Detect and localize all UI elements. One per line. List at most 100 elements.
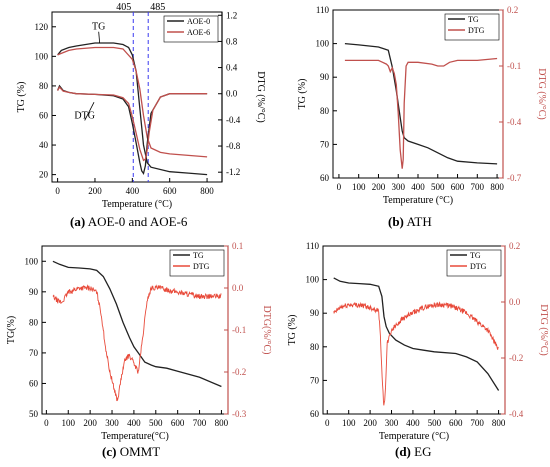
y-left-tick-label: 100 <box>306 275 320 285</box>
caption-letter: (d) <box>395 444 411 459</box>
series-line <box>52 284 222 402</box>
y-left-tick-label: 20 <box>39 170 49 180</box>
x-tick-label: 300 <box>391 182 405 192</box>
x-axis-label: Temperature(°C) <box>101 431 169 442</box>
y-right-tick-label: -0.8 <box>226 141 241 151</box>
x-tick-label: 400 <box>406 418 420 428</box>
legend-label: DTG <box>193 262 210 271</box>
x-tick-label: 100 <box>352 182 366 192</box>
caption-ath: (b) ATH <box>388 214 432 230</box>
x-tick-label: 800 <box>215 418 229 428</box>
y-left-tick-label: 70 <box>310 375 320 385</box>
y-left-tick-label: 70 <box>29 348 39 358</box>
legend-label: AOE-6 <box>187 28 210 37</box>
y-left-axis-label: TG (%) <box>287 315 298 346</box>
caption-text: ATH <box>406 214 432 229</box>
y-left-tick-label: 60 <box>39 110 49 120</box>
x-tick-label: 300 <box>385 418 399 428</box>
y-right-axis-label: DTG (%/°C) <box>536 68 547 120</box>
series-line <box>333 277 500 391</box>
x-tick-label: 700 <box>471 182 485 192</box>
caption-letter: (c) <box>102 444 117 459</box>
x-tick-label: 0 <box>44 418 49 428</box>
x-tick-label: 0 <box>55 186 60 196</box>
annotation-label: DTG <box>74 110 95 121</box>
y-left-tick-label: 80 <box>310 342 320 352</box>
y-left-tick-label: 100 <box>35 51 49 61</box>
legend-label: AOE-0 <box>187 17 210 26</box>
y-right-tick-label: 0.8 <box>226 36 238 46</box>
series-line <box>344 42 498 165</box>
series-line <box>56 84 208 176</box>
series-line <box>57 86 208 162</box>
x-tick-label: 600 <box>163 186 177 196</box>
y-right-tick-label: 0.0 <box>232 283 244 293</box>
x-axis-label: Temperature (°C) <box>102 199 172 210</box>
x-tick-label: 0 <box>325 418 330 428</box>
y-left-tick-label: 70 <box>320 139 330 149</box>
legend-label: TG <box>470 251 481 260</box>
y-right-axis-label: DTG (%/°C) <box>538 304 549 356</box>
y-right-tick-label: -0.3 <box>232 409 247 419</box>
y-right-axis-label: DTG(%/°C) <box>261 306 272 355</box>
x-tick-label: 0 <box>337 182 342 192</box>
y-left-axis-label: TG (%) <box>16 82 27 113</box>
chart-panel-aoe: 0 200 400 600 800 20 40 60 80 100 120 -1.2 -0.8 -0.4 0… <box>0 0 272 238</box>
x-tick-label: 600 <box>171 418 185 428</box>
legend-label: DTG <box>468 26 485 35</box>
caption-ommt: (c) OMMT <box>102 444 160 460</box>
y-right-axis-label: DTG (%/°C) <box>255 71 266 123</box>
caption-letter: (a) <box>70 214 86 229</box>
x-tick-label: 800 <box>490 182 504 192</box>
x-axis-label: Temperature (°C) <box>383 195 453 206</box>
caption-aoe: (a) AOE-0 and AOE-6 <box>70 214 187 230</box>
y-right-tick-label: -1.2 <box>226 167 240 177</box>
annotation-arrow <box>98 31 101 44</box>
y-right-tick-label: -0.2 <box>509 353 523 363</box>
x-tick-label: 700 <box>470 418 484 428</box>
chart-ath: 0 100 200 300 400 500 600 700 800 60 70 80 90 100 110 -… <box>297 5 547 206</box>
series-line <box>57 46 208 158</box>
reference-line-label: 485 <box>150 2 165 13</box>
x-tick-label: 800 <box>200 186 214 196</box>
y-left-tick-label: 110 <box>316 5 330 15</box>
y-right-tick-label: -0.1 <box>507 61 521 71</box>
annotation-arrow <box>84 101 95 121</box>
y-left-tick-label: 80 <box>320 106 330 116</box>
y-right-tick-label: 0.0 <box>509 297 521 307</box>
y-right-tick-label: 0.2 <box>509 241 520 251</box>
x-tick-label: 200 <box>83 418 97 428</box>
x-tick-label: 400 <box>411 182 425 192</box>
x-tick-label: 400 <box>126 186 140 196</box>
y-left-tick-label: 100 <box>25 256 39 266</box>
y-left-tick-label: 90 <box>310 308 320 318</box>
series-line <box>52 260 222 388</box>
x-tick-label: 200 <box>372 182 386 192</box>
chart-aoe: 0 200 400 600 800 20 40 60 80 100 120 -1.2 -0.8 -0.4 0… <box>16 2 266 210</box>
x-axis-label: Temperature (°C) <box>379 431 449 442</box>
y-left-tick-label: 60 <box>320 173 330 183</box>
chart-eg: 0 100 200 300 400 500 600 700 800 60 70 80 90 100 110 -… <box>287 241 549 442</box>
y-left-tick-label: 60 <box>310 409 320 419</box>
x-tick-label: 600 <box>449 418 463 428</box>
legend-label: TG <box>468 15 479 24</box>
series-line <box>57 42 208 176</box>
reference-line-label: 405 <box>116 2 131 13</box>
y-right-tick-label: -0.4 <box>509 409 524 419</box>
y-left-tick-label: 80 <box>39 81 49 91</box>
x-tick-label: 500 <box>428 418 442 428</box>
y-left-tick-label: 90 <box>29 287 39 297</box>
caption-text: AOE-0 and AOE-6 <box>87 214 188 229</box>
x-tick-label: 200 <box>88 186 102 196</box>
x-tick-label: 400 <box>127 418 141 428</box>
y-left-tick-label: 120 <box>35 22 49 32</box>
chart-panel-ommt: 0 100 200 300 400 500 600 700 800 50 60 70 80 90 100 -0… <box>0 238 272 467</box>
x-tick-label: 200 <box>363 418 377 428</box>
x-tick-label: 100 <box>62 418 76 428</box>
chart-ommt: 0 100 200 300 400 500 600 700 800 50 60 70 80 90 100 -0… <box>6 241 272 442</box>
series-line <box>344 57 498 169</box>
x-tick-label: 700 <box>193 418 207 428</box>
chart-panel-eg: 0 100 200 300 400 500 600 700 800 60 70 80 90 100 110 -… <box>275 238 550 467</box>
series-line <box>333 301 499 406</box>
x-tick-label: 600 <box>451 182 465 192</box>
